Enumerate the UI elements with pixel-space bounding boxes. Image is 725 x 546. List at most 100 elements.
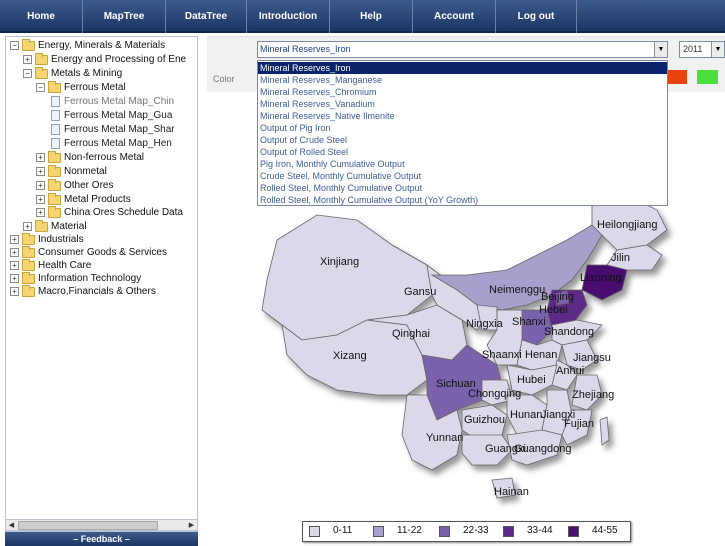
nav-separator xyxy=(412,0,413,33)
expand-icon[interactable]: + xyxy=(10,287,19,296)
legend-swatch xyxy=(568,526,579,537)
tree-item[interactable]: + Non-ferrous Metal xyxy=(36,150,145,165)
tree-item[interactable]: Ferrous Metal Map_Gua xyxy=(51,110,172,123)
tree-item[interactable]: Ferrous Metal Map_Shar xyxy=(51,124,175,137)
scroll-right-arrow-icon[interactable]: ▶ xyxy=(188,521,195,529)
province-zhejiang[interactable] xyxy=(571,374,603,411)
dropdown-option[interactable]: Crude Steel, Monthly Cumulative Output xyxy=(260,171,422,181)
tree-item[interactable]: + Macro,Financials & Others xyxy=(10,284,156,299)
expand-icon[interactable]: + xyxy=(36,181,45,190)
tree-item-label: Non-ferrous Metal xyxy=(64,152,145,163)
tree-item[interactable]: Ferrous Metal Map_Chin xyxy=(51,96,174,109)
nav-maptree[interactable]: MapTree xyxy=(103,11,145,22)
expand-icon[interactable]: + xyxy=(36,153,45,162)
dropdown-option[interactable]: Mineral Reserves_Manganese xyxy=(260,75,383,85)
tree-item[interactable]: + Material xyxy=(23,219,87,234)
nav-separator xyxy=(576,0,577,33)
province-label: Gansu xyxy=(404,286,436,298)
indicator-select[interactable]: Mineral Reserves_Iron ▼ xyxy=(257,41,668,58)
province-guangdong[interactable] xyxy=(506,429,563,466)
tree-item[interactable]: + Energy and Processing of Ene xyxy=(23,52,187,67)
dropdown-option[interactable]: Output of Crude Steel xyxy=(260,135,348,145)
feedback-button[interactable]: – Feedback – xyxy=(5,532,198,546)
province-fujian[interactable] xyxy=(561,409,593,446)
tree-item-label: Nonmetal xyxy=(64,166,107,177)
tree-item[interactable]: + Consumer Goods & Services xyxy=(10,245,167,260)
tree-item-label: Ferrous Metal xyxy=(64,82,126,93)
scrollbar-thumb[interactable] xyxy=(18,521,158,530)
tree-item[interactable]: − Energy, Minerals & Materials xyxy=(10,38,165,53)
dropdown-option[interactable]: Mineral Reserves_Native Ilmenite xyxy=(260,111,395,121)
color-swatch-green[interactable] xyxy=(697,70,718,84)
tree-item-label: Material xyxy=(51,221,87,232)
tree-item[interactable]: + Industrials xyxy=(10,232,84,247)
china-province-map: Heilongjiang Jilin Liaoning Xinjiang Gansu Ne… xyxy=(261,195,668,499)
tree-item[interactable]: Ferrous Metal Map_Hen xyxy=(51,138,172,151)
province-label: Hainan xyxy=(494,486,529,498)
dropdown-option[interactable]: Output of Rolled Steel xyxy=(260,147,349,157)
dropdown-option[interactable]: Rolled Steel, Monthly Cumulative Output xyxy=(260,183,423,193)
collapse-icon[interactable]: − xyxy=(36,83,45,92)
expand-icon[interactable]: + xyxy=(36,167,45,176)
chevron-down-icon[interactable]: ▼ xyxy=(654,42,667,57)
collapse-icon[interactable]: − xyxy=(10,41,19,50)
expand-icon[interactable]: + xyxy=(10,235,19,244)
dropdown-option[interactable]: Pig Iron, Monthly Cumulative Output xyxy=(260,159,405,169)
year-select[interactable]: 2011 ▼ xyxy=(679,41,725,58)
dropdown-option[interactable]: Rolled Steel, Monthly Cumulative Output … xyxy=(260,195,479,205)
nav-introduction[interactable]: Introduction xyxy=(258,11,318,22)
province-label: Xizang xyxy=(333,350,367,362)
tree-item[interactable]: + Other Ores xyxy=(36,178,113,193)
province-guangxi[interactable] xyxy=(461,434,513,466)
province-taiwan[interactable] xyxy=(599,416,610,446)
chevron-down-icon[interactable]: ▼ xyxy=(711,42,724,57)
tree-item[interactable]: + Metal Products xyxy=(36,192,131,207)
expand-icon[interactable]: + xyxy=(10,261,19,270)
tree-item[interactable]: + Nonmetal xyxy=(36,164,107,179)
tree-item[interactable]: + China Ores Schedule Data xyxy=(36,205,183,220)
dropdown-option[interactable]: Mineral Reserves_Chromium xyxy=(260,87,377,97)
expand-icon[interactable]: + xyxy=(23,222,32,231)
dropdown-option[interactable]: Mineral Reserves_Vanadium xyxy=(260,99,375,109)
year-select-value: 2011 xyxy=(683,44,703,54)
province-jiangsu[interactable] xyxy=(561,339,598,371)
province-chongqing[interactable] xyxy=(481,379,513,406)
nav-datatree[interactable]: DataTree xyxy=(184,11,228,22)
folder-icon xyxy=(22,284,35,297)
nav-logout[interactable]: Log out xyxy=(517,11,555,22)
tree-horizontal-scrollbar[interactable]: ◀ ▶ xyxy=(5,519,198,531)
province-label: Heilongjiang xyxy=(597,219,658,231)
collapse-icon[interactable]: − xyxy=(23,69,32,78)
tree-item[interactable]: + Information Technology xyxy=(10,271,141,286)
province-hainan[interactable] xyxy=(491,477,516,499)
document-icon xyxy=(51,138,60,149)
province-label: Sichuan xyxy=(436,378,476,390)
legend-swatch xyxy=(439,526,450,537)
scroll-left-arrow-icon[interactable]: ◀ xyxy=(8,521,15,529)
tree-item[interactable]: − Metals & Mining xyxy=(23,66,122,81)
province-beijing[interactable] xyxy=(554,290,570,306)
province-label: Guizhou xyxy=(464,414,505,426)
province-label: Hubei xyxy=(517,374,546,386)
nav-help[interactable]: Help xyxy=(360,11,382,22)
province-yunnan[interactable] xyxy=(401,394,463,471)
color-swatch-red[interactable] xyxy=(668,70,687,84)
nav-home[interactable]: Home xyxy=(27,11,55,22)
tree-item-label: Energy and Processing of Ene xyxy=(51,54,187,65)
dropdown-option[interactable]: Mineral Reserves_Iron xyxy=(258,62,667,74)
province-label: Jilin xyxy=(611,252,630,264)
color-label: Color xyxy=(213,74,235,84)
expand-icon[interactable]: + xyxy=(10,248,19,257)
province-hubei[interactable] xyxy=(506,364,558,396)
tree-item[interactable]: − Ferrous Metal xyxy=(36,80,126,95)
expand-icon[interactable]: + xyxy=(36,195,45,204)
dropdown-option[interactable]: Output of Pig Iron xyxy=(260,123,331,133)
expand-icon[interactable]: + xyxy=(10,274,19,283)
folder-icon xyxy=(48,150,61,163)
expand-icon[interactable]: + xyxy=(23,55,32,64)
nav-account[interactable]: Account xyxy=(434,11,474,22)
tree-item[interactable]: + Health Care xyxy=(10,258,91,273)
province-henan[interactable] xyxy=(516,339,563,371)
nav-separator xyxy=(165,0,166,33)
expand-icon[interactable]: + xyxy=(36,208,45,217)
